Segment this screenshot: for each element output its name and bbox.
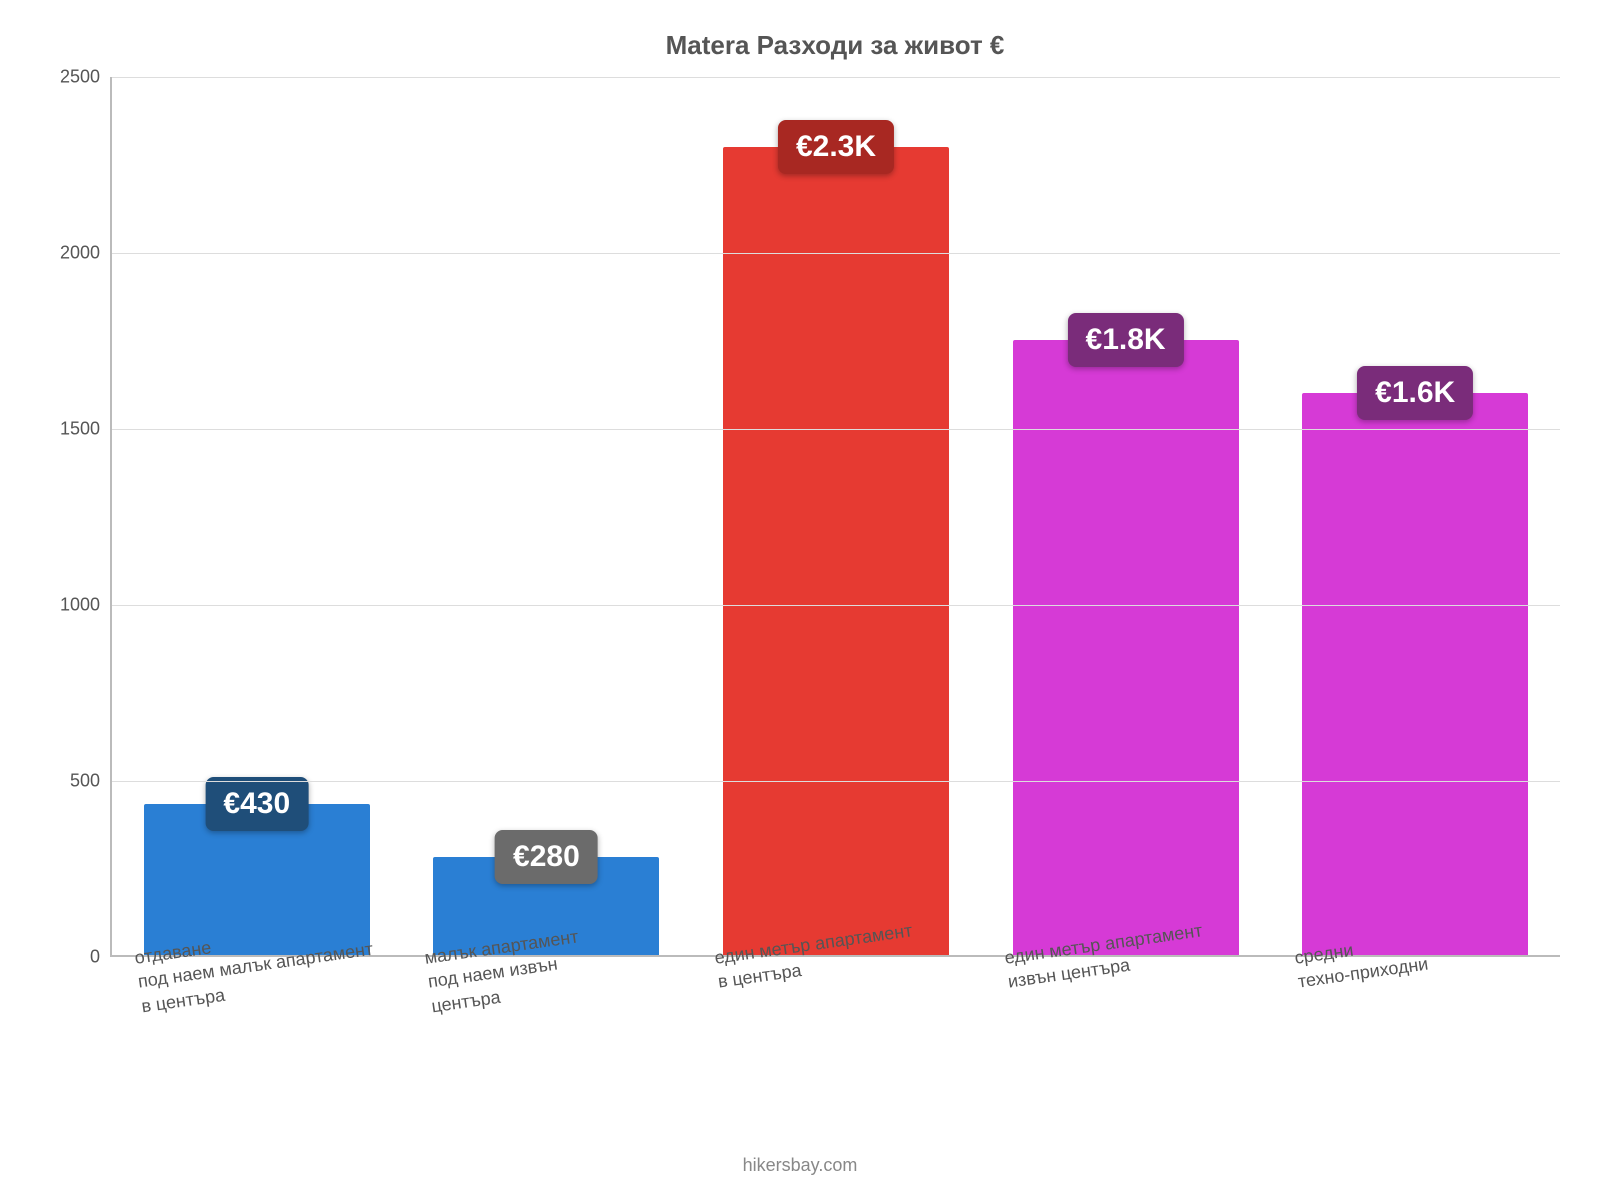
bar: €2.3K	[723, 147, 949, 955]
bar-value-label: €1.8K	[1068, 313, 1184, 367]
attribution-text: hikersbay.com	[0, 1155, 1600, 1176]
bar-slot: €1.6K	[1270, 77, 1560, 955]
grid-line	[112, 605, 1560, 606]
bar-slot: €280	[402, 77, 692, 955]
bar-value-label: €1.6K	[1357, 366, 1473, 420]
y-tick-label: 2000	[60, 243, 100, 264]
plot-area: €430€280€2.3K€1.8K€1.6K 0500100015002000…	[110, 77, 1560, 957]
bar-value-label: €2.3K	[778, 120, 894, 174]
y-tick-label: 500	[70, 771, 100, 792]
chart-title: Matera Разходи за живот €	[110, 30, 1560, 61]
y-tick-label: 1000	[60, 595, 100, 616]
chart-container: Matera Разходи за живот € €430€280€2.3K€…	[0, 0, 1600, 1200]
y-tick-label: 1500	[60, 419, 100, 440]
grid-line	[112, 77, 1560, 78]
y-tick-label: 2500	[60, 67, 100, 88]
grid-line	[112, 253, 1560, 254]
bar-value-label: €280	[495, 830, 598, 884]
bars-group: €430 €280 €2.3K €1.8K €1.6K	[112, 77, 1560, 955]
bar-slot: €1.8K	[981, 77, 1271, 955]
bar: €1.6K	[1302, 393, 1528, 955]
y-tick-label: 0	[90, 947, 100, 968]
bar-slot: €2.3K	[691, 77, 981, 955]
grid-line	[112, 781, 1560, 782]
bar-value-label: €430	[205, 777, 308, 831]
bar: €1.8K	[1013, 340, 1239, 955]
bar-slot: €430	[112, 77, 402, 955]
grid-line	[112, 429, 1560, 430]
